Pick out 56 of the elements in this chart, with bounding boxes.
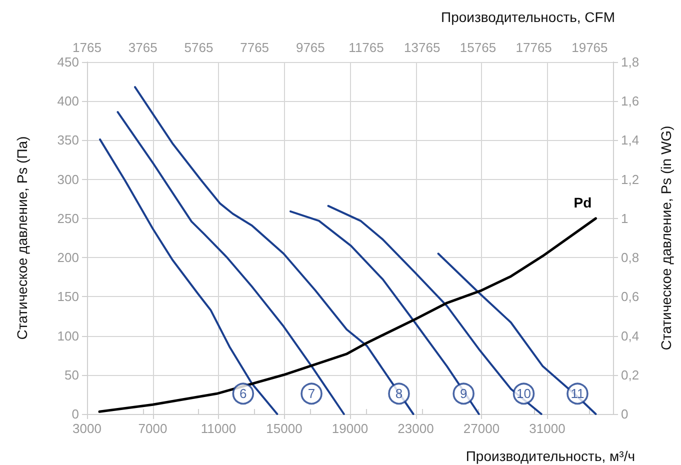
x2-tick-label: 15765 xyxy=(460,40,496,55)
x-tick-label: 31000 xyxy=(529,421,566,436)
y2-tick-label: 0,2 xyxy=(621,367,640,382)
x-tick-label: 7000 xyxy=(138,421,168,436)
x2-axis-title: Производительность, CFM xyxy=(441,9,616,25)
y2-axis-title: Статическое давление, Ps (in WG) xyxy=(658,126,674,350)
x2-tick-label: 7765 xyxy=(240,40,270,55)
series-label: Pd xyxy=(574,194,592,210)
y2-tick-label: 0,8 xyxy=(621,250,640,266)
annotation: 9 xyxy=(460,386,468,402)
x2-tick-label: 1765 xyxy=(72,40,102,55)
y-tick-label: 350 xyxy=(57,132,79,148)
line-series xyxy=(327,204,542,415)
y-tick-label: 250 xyxy=(57,210,79,226)
x-axis-title: Производительность, м³/ч xyxy=(466,448,636,464)
x2-tick-label: 17765 xyxy=(516,40,552,55)
y-tick-label: 450 xyxy=(57,54,79,70)
line-series xyxy=(437,252,597,415)
y-tick-label: 100 xyxy=(57,328,79,344)
annotation: 8 xyxy=(395,386,403,402)
y2-tick-label: 0 xyxy=(621,406,628,422)
y-tick-label: 400 xyxy=(57,94,79,109)
x-tick-label: 19000 xyxy=(332,421,368,436)
line-series xyxy=(289,210,480,415)
x-tick-label: 3000 xyxy=(72,421,102,436)
y2-tick-label: 1,8 xyxy=(621,54,640,70)
x-tick-label: 11000 xyxy=(200,421,236,436)
x2-tick-label: 19765 xyxy=(572,40,608,55)
x2-tick-label: 9765 xyxy=(296,40,325,55)
x-tick-label: 15000 xyxy=(266,421,302,436)
y-tick-label: 300 xyxy=(57,172,79,187)
y2-tick-label: 0,6 xyxy=(621,289,640,304)
y-tick-label: 200 xyxy=(57,250,79,266)
line-series xyxy=(98,138,278,415)
line-series xyxy=(116,111,345,415)
x-tick-label: 27000 xyxy=(463,421,500,436)
annotation: 11 xyxy=(570,386,584,402)
y2-tick-label: 1,4 xyxy=(621,132,640,148)
line-series xyxy=(134,86,414,415)
x-tick-label: 23000 xyxy=(398,421,434,436)
y-tick-label: 50 xyxy=(64,367,79,382)
annotation: 10 xyxy=(516,386,531,402)
y2-tick-label: 1 xyxy=(621,210,628,226)
annotation: 7 xyxy=(308,386,316,402)
line-series xyxy=(98,217,597,413)
y-tick-label: 0 xyxy=(72,406,79,422)
y2-tick-label: 1,2 xyxy=(621,172,640,187)
y2-tick-label: 0,4 xyxy=(621,328,640,344)
x2-tick-label: 3765 xyxy=(128,40,158,55)
y2-tick-label: 1,6 xyxy=(621,94,640,109)
x2-tick-label: 13765 xyxy=(404,40,440,55)
y-tick-label: 150 xyxy=(57,289,79,304)
annotation: 6 xyxy=(240,386,247,402)
x2-tick-label: 5765 xyxy=(184,40,214,55)
x2-tick-label: 11765 xyxy=(348,40,384,55)
y-axis-title: Статическое давление, Ps (Па) xyxy=(14,136,30,340)
